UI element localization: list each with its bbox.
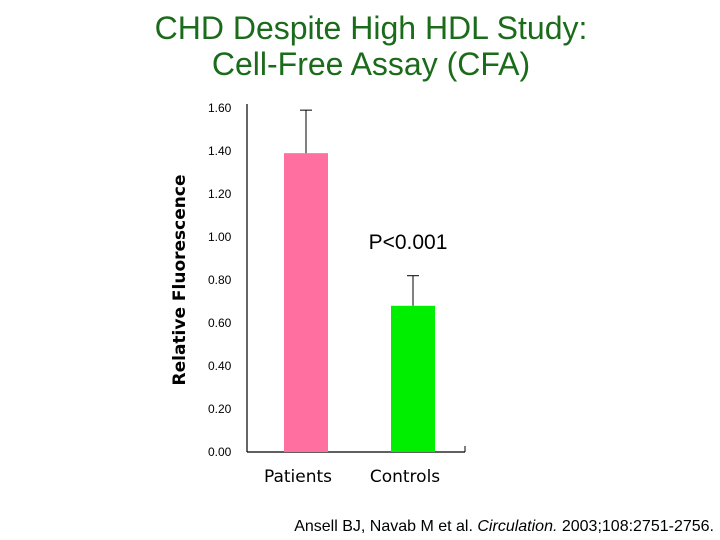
bar-patients (284, 153, 328, 452)
citation-journal: Circulation. (477, 518, 558, 535)
y-tick-label: 0.00 (208, 445, 232, 459)
p-value-annotation: P<0.001 (369, 231, 448, 254)
y-tick-label: 0.60 (208, 316, 232, 330)
y-tick-label: 1.60 (208, 101, 232, 115)
y-tick-label: 0.80 (208, 273, 232, 287)
y-tick-label: 1.00 (208, 230, 232, 244)
y-tick-label: 1.20 (208, 187, 232, 201)
citation-details: 2003;108:2751-2756. (557, 518, 714, 535)
title-line-2: Cell-Free Assay (CFA) (211, 46, 531, 82)
y-tick-label: 1.40 (208, 144, 232, 158)
x-tick-label: Patients (264, 467, 332, 487)
y-tick-label: 0.20 (208, 402, 232, 416)
title-line-1: CHD Despite High HDL Study: (154, 10, 588, 46)
citation-authors: Ansell BJ, Navab M et al. (294, 518, 478, 535)
bar-controls (391, 305, 435, 452)
x-tick-label: Controls (370, 467, 440, 487)
chart-title: CHD Despite High HDL Study: Cell-Free As… (0, 10, 720, 82)
citation: Ansell BJ, Navab M et al. Circulation. 2… (294, 518, 714, 536)
y-tick-label: 0.40 (208, 359, 232, 373)
